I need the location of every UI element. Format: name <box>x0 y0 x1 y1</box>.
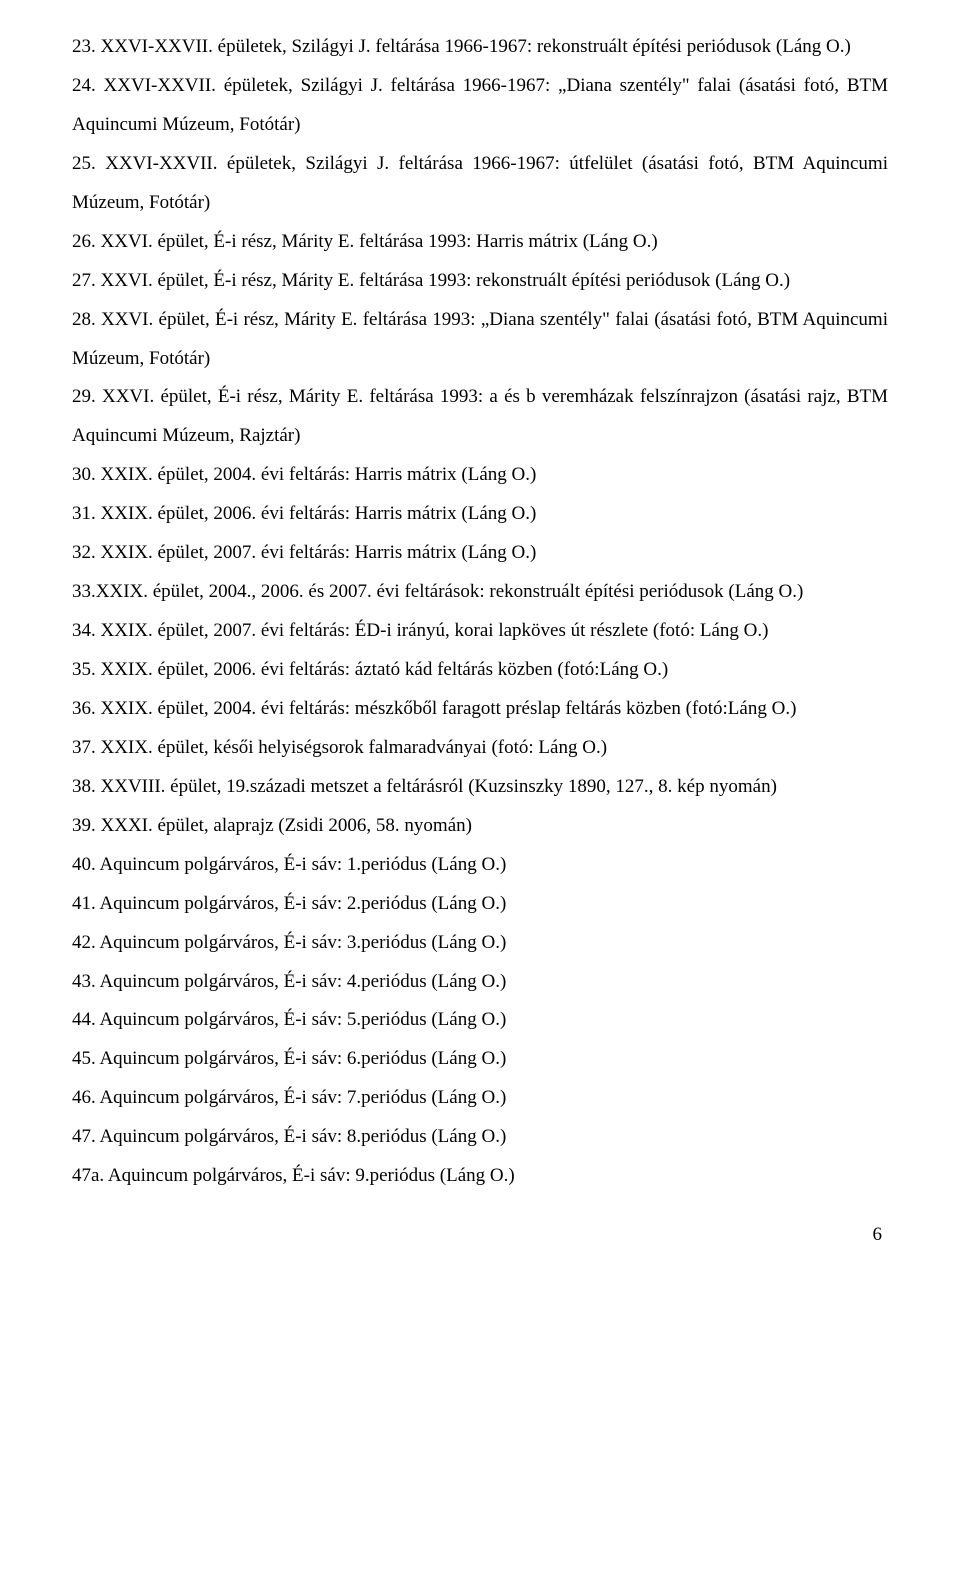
list-item: 46. Aquincum polgárváros, É-i sáv: 7.per… <box>72 1079 888 1118</box>
list-item: 45. Aquincum polgárváros, É-i sáv: 6.per… <box>72 1040 888 1079</box>
list-item: 25. XXVI-XXVII. épületek, Szilágyi J. fe… <box>72 145 888 223</box>
list-item: 42. Aquincum polgárváros, É-i sáv: 3.per… <box>72 924 888 963</box>
list-item: 36. XXIX. épület, 2004. évi feltárás: mé… <box>72 690 888 729</box>
list-item: 43. Aquincum polgárváros, É-i sáv: 4.per… <box>72 963 888 1002</box>
list-item: 38. XXVIII. épület, 19.századi metszet a… <box>72 768 888 807</box>
list-item: 34. XXIX. épület, 2007. évi feltárás: ÉD… <box>72 612 888 651</box>
list-item: 33.XXIX. épület, 2004., 2006. és 2007. é… <box>72 573 888 612</box>
list-item: 23. XXVI-XXVII. épületek, Szilágyi J. fe… <box>72 28 888 67</box>
list-item: 27. XXVI. épület, É-i rész, Márity E. fe… <box>72 262 888 301</box>
list-item: 30. XXIX. épület, 2004. évi feltárás: Ha… <box>72 456 888 495</box>
document-page: 23. XXVI-XXVII. épületek, Szilágyi J. fe… <box>0 0 960 1303</box>
list-item: 28. XXVI. épület, É-i rész, Márity E. fe… <box>72 301 888 379</box>
page-number: 6 <box>72 1216 888 1255</box>
list-item: 44. Aquincum polgárváros, É-i sáv: 5.per… <box>72 1001 888 1040</box>
list-item: 37. XXIX. épület, késői helyiségsorok fa… <box>72 729 888 768</box>
list-item: 35. XXIX. épület, 2006. évi feltárás: áz… <box>72 651 888 690</box>
list-item: 47a. Aquincum polgárváros, É-i sáv: 9.pe… <box>72 1157 888 1196</box>
list-item: 26. XXVI. épület, É-i rész, Márity E. fe… <box>72 223 888 262</box>
list-item: 40. Aquincum polgárváros, É-i sáv: 1.per… <box>72 846 888 885</box>
list-item: 31. XXIX. épület, 2006. évi feltárás: Ha… <box>72 495 888 534</box>
list-item: 41. Aquincum polgárváros, É-i sáv: 2.per… <box>72 885 888 924</box>
list-item: 39. XXXI. épület, alaprajz (Zsidi 2006, … <box>72 807 888 846</box>
list-item: 32. XXIX. épület, 2007. évi feltárás: Ha… <box>72 534 888 573</box>
list-item: 24. XXVI-XXVII. épületek, Szilágyi J. fe… <box>72 67 888 145</box>
list-item: 29. XXVI. épület, É-i rész, Márity E. fe… <box>72 378 888 456</box>
list-item: 47. Aquincum polgárváros, É-i sáv: 8.per… <box>72 1118 888 1157</box>
